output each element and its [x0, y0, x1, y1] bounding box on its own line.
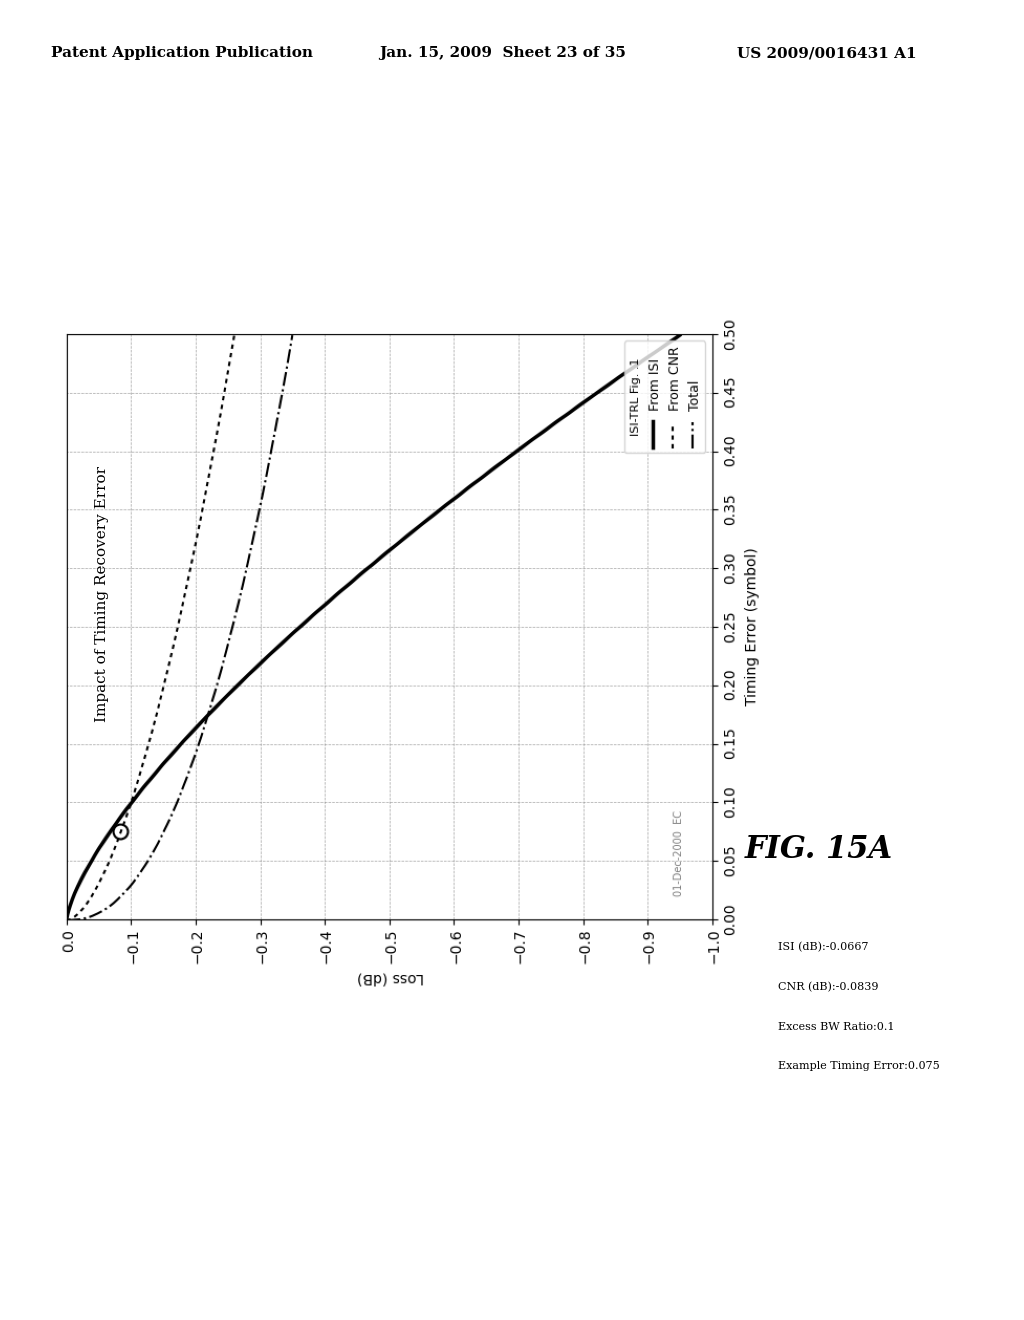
Text: CNR (dB):-0.0839: CNR (dB):-0.0839: [778, 982, 879, 993]
Text: Excess BW Ratio:0.1: Excess BW Ratio:0.1: [778, 1022, 895, 1032]
Text: Example Timing Error:0.075: Example Timing Error:0.075: [778, 1061, 940, 1072]
Text: US 2009/0016431 A1: US 2009/0016431 A1: [737, 46, 916, 61]
Text: Impact of Timing Recovery Error: Impact of Timing Recovery Error: [95, 466, 110, 722]
Text: FIG. 15A: FIG. 15A: [745, 834, 893, 865]
Text: ISI (dB):-0.0667: ISI (dB):-0.0667: [778, 942, 868, 953]
Text: Patent Application Publication: Patent Application Publication: [51, 46, 313, 61]
Text: Jan. 15, 2009  Sheet 23 of 35: Jan. 15, 2009 Sheet 23 of 35: [379, 46, 626, 61]
